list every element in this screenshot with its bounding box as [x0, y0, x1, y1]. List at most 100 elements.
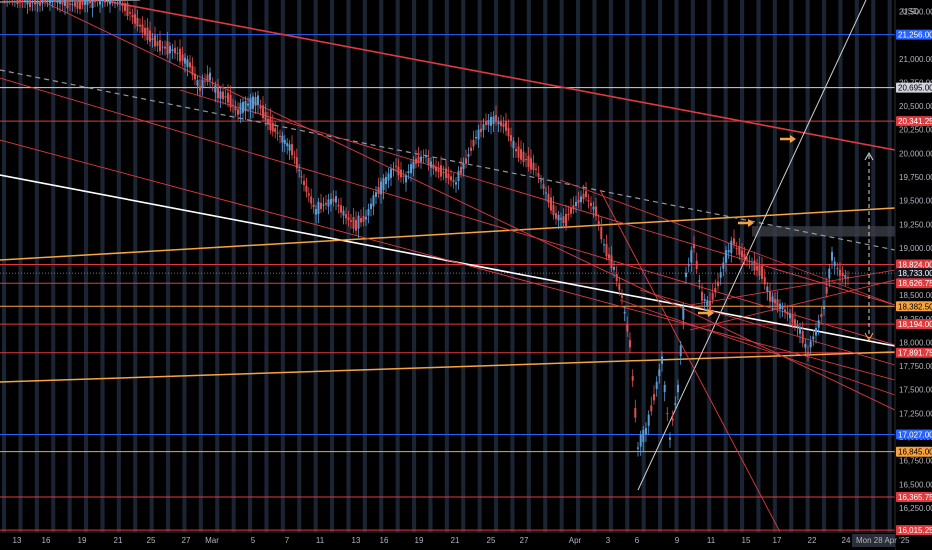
- price-label-box: [896, 82, 932, 93]
- candle-body: [59, 0, 61, 4]
- candle-body: [81, 0, 84, 6]
- candle-body: [585, 191, 587, 197]
- candle-body: [771, 296, 774, 303]
- price-tick-label: 21,500.00: [899, 8, 932, 17]
- candle-body: [542, 184, 545, 189]
- time-axis[interactable]: 13 16 19 21 25 27 Mar 5 7 11 13 16 19 21 25 27 Apr 3 6 9 11 1…: [13, 534, 911, 547]
- candle-body: [417, 156, 420, 164]
- price-tick-label: 16,500.00: [899, 480, 932, 489]
- candle-body: [679, 345, 682, 357]
- session-stripe: [625, 0, 630, 532]
- red-channel-line: [0, 139, 896, 381]
- currency-label: USD: [902, 7, 919, 16]
- price-tick-label: 18,500.00: [899, 291, 932, 300]
- candle-body: [674, 403, 677, 405]
- candle-body: [642, 429, 645, 443]
- price-label-value: 16,015.25: [898, 526, 932, 535]
- candle-body: [293, 156, 296, 158]
- candle-body: [315, 209, 317, 215]
- candle-body: [495, 114, 497, 122]
- price-tick-label: 17,500.00: [899, 386, 932, 395]
- time-tick-label: 27: [182, 536, 191, 545]
- candle-body: [492, 116, 495, 125]
- candle-body: [741, 250, 743, 258]
- candle-body: [435, 166, 437, 172]
- price-label-value: 17,027.00: [898, 431, 932, 440]
- candle-body: [570, 207, 572, 214]
- arrow-marker-head: [748, 219, 754, 227]
- candle-body: [305, 185, 308, 192]
- candle-body: [390, 169, 392, 178]
- price-label-value: 18,382.50: [898, 302, 932, 311]
- candle-body: [735, 247, 738, 249]
- candle-body: [41, 0, 44, 4]
- session-stripe: [658, 0, 663, 532]
- candle-body: [119, 0, 121, 3]
- session-stripe: [871, 0, 876, 532]
- candle-body: [365, 216, 367, 220]
- time-tick-label: 13: [13, 536, 22, 545]
- red-upper-trend-line: [99, 0, 896, 151]
- candle-body: [370, 203, 372, 209]
- candles: [4, 0, 849, 457]
- candle-body: [291, 144, 293, 156]
- candle-body: [335, 196, 337, 203]
- candle-body: [199, 86, 201, 91]
- resistance-zone: [752, 226, 895, 237]
- price-label-value: 18,194.00: [898, 320, 932, 329]
- price-label-box: [896, 301, 932, 312]
- candle-body: [252, 96, 254, 109]
- candle-body: [791, 314, 794, 323]
- time-tick-label: 15: [742, 536, 751, 545]
- candle-body: [61, 0, 64, 5]
- candle-body: [149, 30, 151, 42]
- dashed-gray-trend-line: [0, 69, 896, 251]
- candle-body: [547, 193, 550, 203]
- session-stripe: [690, 0, 695, 532]
- time-tick-label: 25: [487, 536, 496, 545]
- session-stripe: [18, 0, 23, 532]
- candle-body: [254, 97, 257, 106]
- candle-body: [303, 180, 305, 186]
- candle-body: [129, 12, 131, 14]
- time-tick-label: 16: [380, 536, 389, 545]
- candle-body: [629, 340, 631, 348]
- candle-body: [626, 324, 629, 332]
- candle-body: [222, 91, 224, 100]
- candle-body: [179, 48, 181, 62]
- candle-body: [347, 217, 350, 220]
- candle-body: [682, 306, 685, 320]
- candle-body: [279, 135, 281, 137]
- candle-body: [242, 101, 244, 113]
- candle-body: [650, 405, 653, 412]
- candle-body: [779, 303, 781, 310]
- time-tick-label: 22: [808, 536, 817, 545]
- candle-body: [267, 118, 269, 125]
- session-stripe: [838, 0, 843, 532]
- candle-body: [194, 73, 196, 80]
- candle-body: [555, 213, 557, 219]
- candle-body: [337, 204, 340, 207]
- candle-body: [357, 215, 360, 229]
- candle-body: [794, 319, 796, 326]
- candle-body: [420, 156, 422, 162]
- session-stripe: [133, 0, 138, 532]
- candle-body: [144, 27, 146, 36]
- time-tick-label: 27: [520, 536, 529, 545]
- session-stripe: [887, 0, 892, 532]
- candle-body: [181, 54, 184, 61]
- candle-body: [104, 0, 106, 3]
- candle-body: [360, 218, 362, 223]
- price-tick-label: 20,250.00: [899, 126, 932, 135]
- candle-body: [647, 414, 650, 426]
- candle-body: [91, 0, 94, 9]
- session-stripe: [559, 0, 564, 532]
- candle-body: [623, 311, 626, 314]
- session-stripe: [379, 0, 384, 532]
- candle-body: [613, 267, 615, 270]
- price-label-value: 20,341.25: [898, 117, 932, 126]
- candle-body: [595, 206, 597, 217]
- candle-body: [382, 178, 385, 191]
- time-tick-label: 25: [147, 536, 156, 545]
